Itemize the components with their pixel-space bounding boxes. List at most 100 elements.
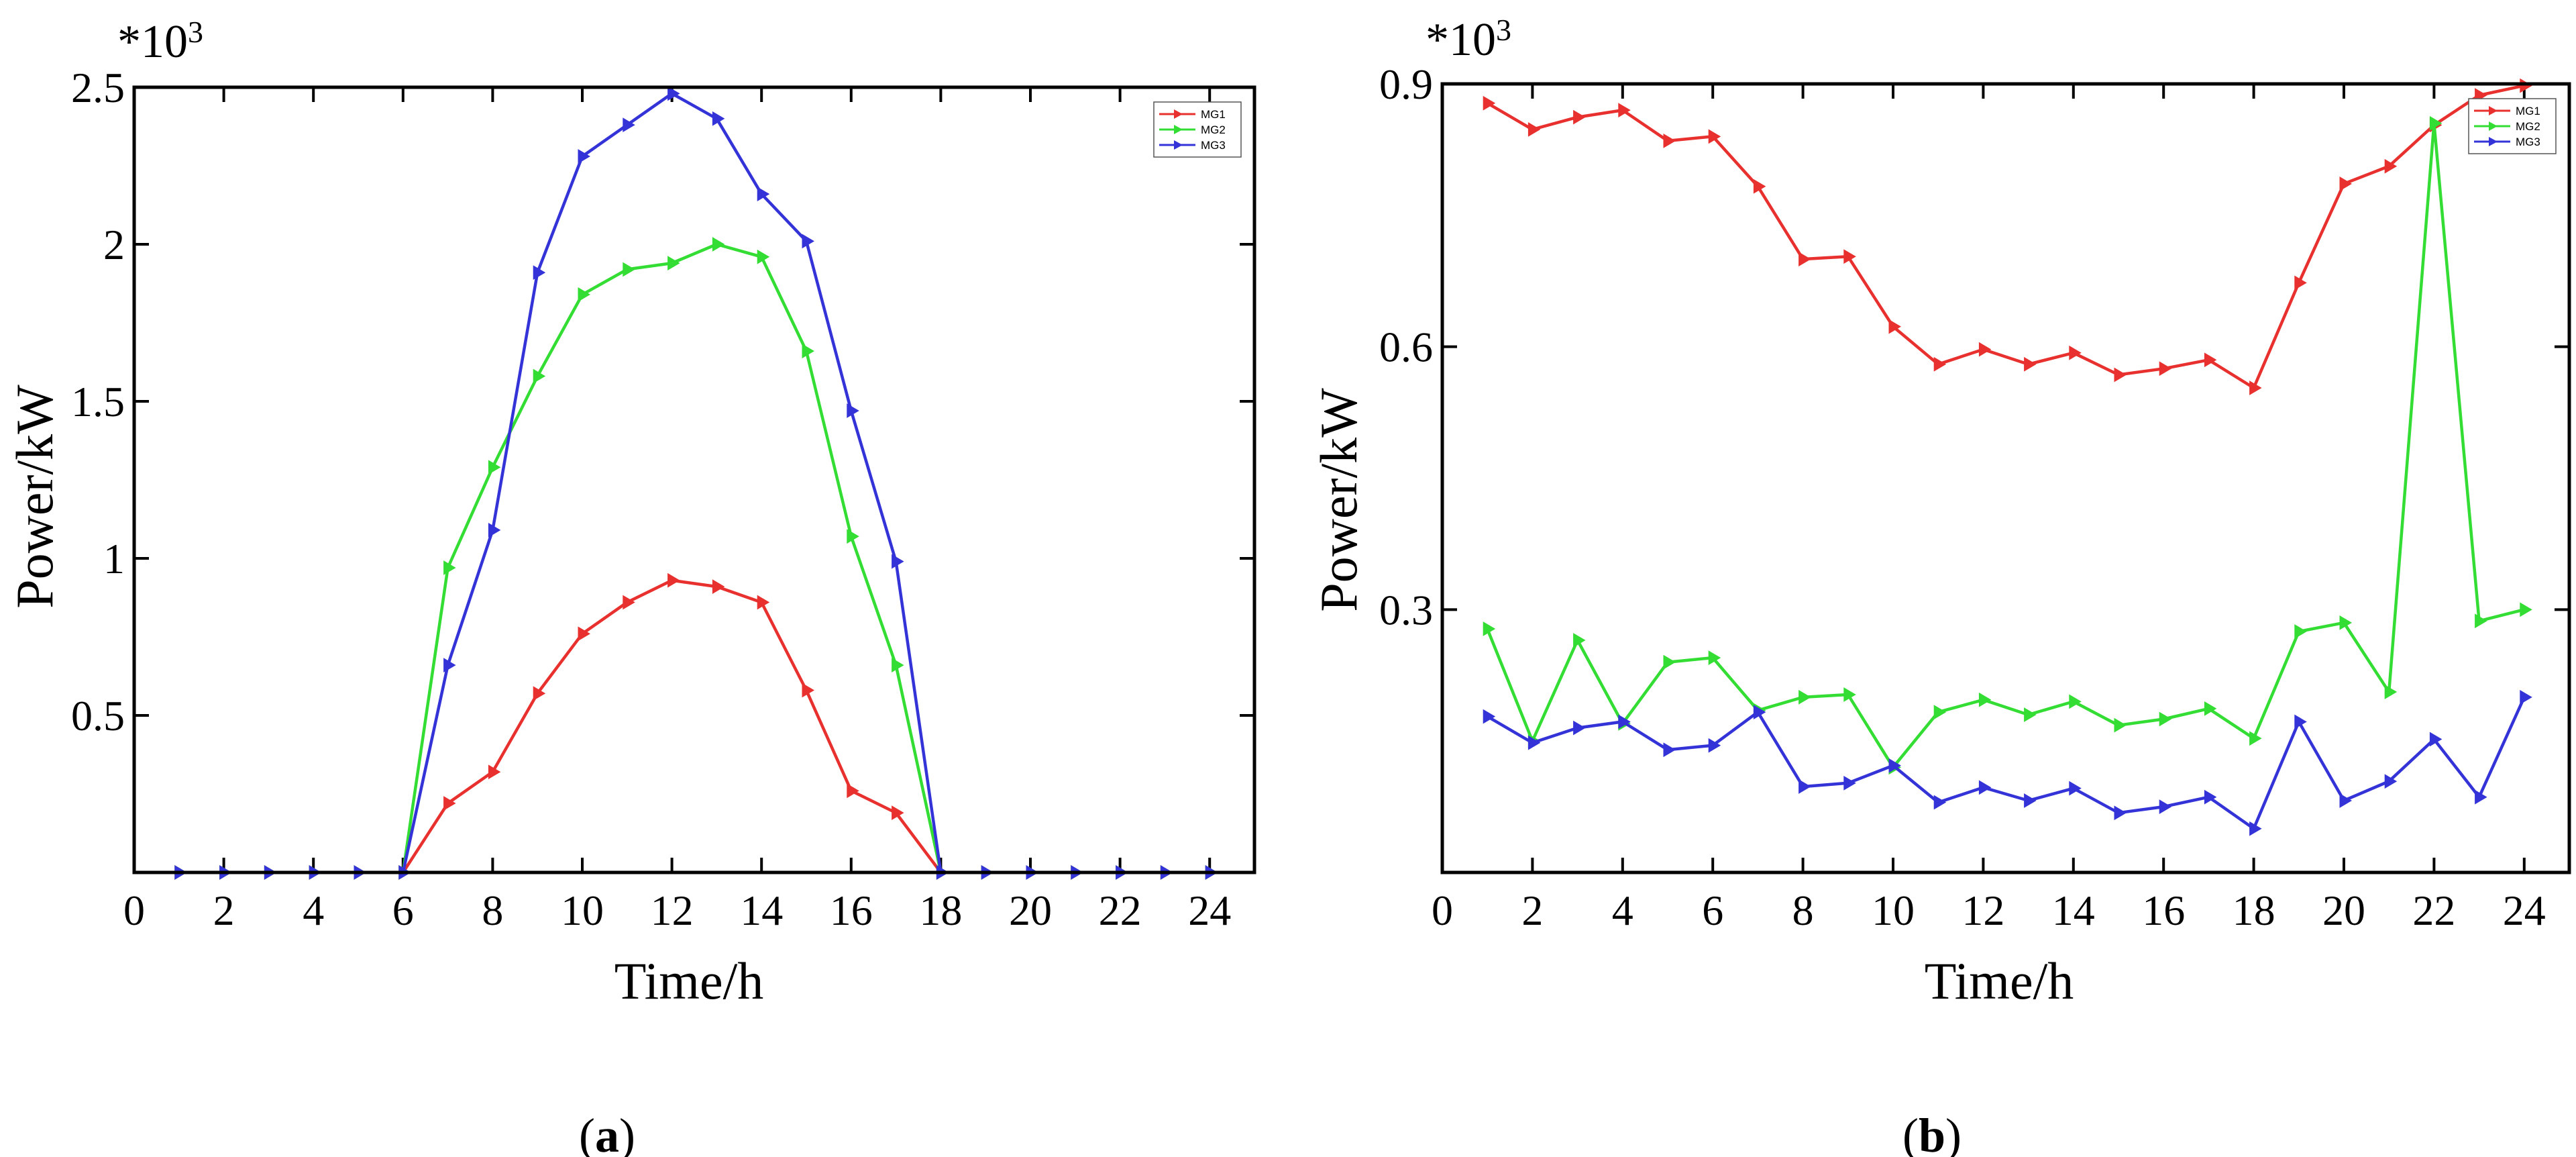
panel-b-series-mg3-point: [2339, 793, 2352, 808]
panel-b-series-mg1-point: [2069, 345, 2082, 360]
panel-b-x-tick-label: 10: [1872, 887, 1915, 934]
panel-a-x-tick-label: 2: [213, 887, 235, 934]
panel-a-series-mg2-point: [443, 560, 456, 575]
panel-b-series-mg1-point: [1753, 179, 1766, 194]
panel-a-series-mg2-point: [847, 529, 859, 544]
panel-b-series-mg1-point: [2159, 361, 2172, 376]
panel-b-series-mg2-line: [1486, 121, 2525, 769]
panel-b-x-tick-label: 14: [2052, 887, 2095, 934]
panel-a-series-mg2-point: [533, 368, 546, 384]
panel-b-x-axis-label: Time/h: [1925, 952, 2074, 1010]
panel-b-ticks: 0 2 4 6 8 10 12 14 16 18 20 22 240.30.60.9: [1379, 60, 2569, 934]
panel-a-x-tick-label: 24: [1188, 887, 1231, 934]
panel-b-y-tick-label: 0.9: [1379, 60, 1433, 108]
panel-b-series-mg1-point: [2204, 352, 2217, 368]
panel-a-series-mg2-point: [802, 344, 814, 358]
panel-a-legend-label-mg2: MG2: [1201, 123, 1226, 136]
panel-a-series-mg2-point: [488, 460, 501, 475]
panel-b-series-mg3-point: [2429, 732, 2443, 747]
panel-a-series-mg1-point: [892, 805, 904, 820]
panel-a-series-mg2-point: [892, 658, 904, 672]
panel-b-caption: (b): [1902, 1109, 1962, 1157]
panel-a-x-tick-label: 12: [651, 887, 694, 934]
panel-b-series-mg1-line: [1487, 84, 2525, 390]
panel-b-series-mg3-point: [2069, 781, 2082, 796]
panel-a-plot-frame: [132, 85, 1256, 874]
panel-a-y-axis-label: Power/kW: [5, 385, 64, 609]
panel-a-y-multiplier: *103: [117, 15, 203, 68]
panel-b-series-mg1-point: [2294, 275, 2307, 291]
panel-a-series-mg1-point: [533, 686, 546, 701]
panel-b-series-mg2-point: [1663, 654, 1676, 670]
panel-b-series-mg1-point: [2024, 356, 2037, 372]
panel-b-x-tick-label: 2: [1521, 887, 1543, 934]
panel-b-series-mg2-point: [2249, 731, 2262, 746]
panel-a-series-mg3-point: [667, 86, 680, 101]
panel-a-series-mg3-point: [892, 554, 904, 569]
panel-a-y-tick-label: 1.5: [71, 378, 125, 425]
panel-b-series-mg2-point: [2159, 711, 2172, 727]
panel-b-series-mg1-point: [1618, 103, 1631, 118]
panel-b-series-mg3-point: [1933, 795, 1947, 810]
panel-b-series-mg3-point: [1527, 735, 1541, 750]
panel-a-x-tick-label: 16: [830, 887, 873, 934]
panel-a-caption: (a): [579, 1109, 635, 1157]
panel-a-y-tick-label: 1: [103, 535, 125, 583]
panel-b-x-tick-label: 6: [1702, 887, 1723, 934]
panel-a-series-mg3-point: [847, 403, 859, 418]
panel-a-series-mg2-point: [757, 249, 770, 264]
panel-a-legend-marker-mg3: [1174, 140, 1183, 150]
panel-b-series-mg1-point: [1888, 319, 1901, 334]
panel-b-series-mg3-point: [2114, 805, 2127, 821]
panel-a-x-tick-label: 22: [1099, 887, 1142, 934]
panel-a-series-mg1-point: [712, 579, 725, 594]
panel-b-series-mg2-point: [2294, 624, 2307, 639]
panel-b-series-mg3-point: [2520, 690, 2532, 705]
panel-b-series-mg3-point: [1708, 738, 1721, 753]
panel-a-x-tick-label: 0: [123, 887, 145, 934]
panel-a-legend: MG1 MG2 MG3: [1153, 101, 1242, 158]
panel-a-series-mg1-point: [578, 626, 590, 642]
panel-b-series-mg1-point: [2339, 176, 2352, 191]
panel-b-series-mg2-point: [2069, 694, 2082, 709]
panel-b-series-mg1-point: [1978, 342, 1992, 357]
panel-b-series-mg1-point: [1708, 129, 1721, 144]
panel-a-series-mg1-point: [667, 572, 680, 588]
panel-b-series-mg1-point: [1573, 109, 1586, 125]
panel-a-series-mg3-point: [757, 187, 770, 201]
panel-b-series-mg3-point: [1978, 780, 1992, 795]
panel-b-series-mg3-line: [1487, 696, 2526, 830]
panel-a-series-mg2-point: [667, 256, 680, 270]
panel-b-legend-marker-mg3: [2489, 137, 2498, 146]
panel-a-legend-marker-mg2: [1174, 125, 1183, 134]
panel-b-series-mg3-point: [2024, 793, 2037, 808]
panel-b-series-mg3-point: [1843, 775, 1856, 791]
panel-a-y-tick-label: 2: [103, 221, 125, 268]
panel-b-y-axis-label: Power/kW: [1309, 388, 1368, 612]
panel-b-series-mg2-point: [2114, 717, 2127, 733]
panel-a-series-mg2-point: [578, 287, 590, 302]
panel-b-series-mg1-point: [2114, 367, 2127, 383]
panel-a-legend-marker-mg1: [1174, 109, 1183, 119]
panel-b-series-mg2-point: [1843, 687, 1856, 702]
panel-b-x-tick-label: 22: [2412, 887, 2455, 934]
panel-b-series-mg2-point: [2429, 115, 2443, 131]
panel-a-ticks: 0 2 4 6 8 10 12 14 16 18 20 22 240.511.522.5: [71, 64, 1254, 934]
panel-a-series-mg3-point: [443, 658, 456, 672]
panel-b-series-mg3-point: [1888, 758, 1901, 773]
panel-a-x-tick-label: 8: [482, 887, 503, 934]
panel-b-plot-frame: [1440, 82, 2571, 874]
panel-b-series-mg3-point: [1753, 705, 1766, 719]
panel-b-series-mg3-point: [2294, 714, 2307, 730]
panel-b-series-mg1-point: [1799, 252, 1811, 266]
panel-a-series-mg3-point: [712, 111, 725, 126]
panel-a-series-mg3-point: [802, 234, 814, 249]
panel-b-x-tick-label: 20: [2322, 887, 2365, 934]
panel-a-chart: *103 0 2 4 6 8 10 12 14 16 18 20 22 240.511.522.5 MG…: [5, 15, 1256, 1157]
panel-b-x-tick-label: 8: [1792, 887, 1814, 934]
panel-b-series-mg2-point: [1933, 705, 1947, 719]
panel-a-x-tick-label: 10: [561, 887, 604, 934]
panel-b-series-mg2-point: [2339, 615, 2352, 630]
panel-b-y-tick-label: 0.3: [1379, 586, 1433, 634]
